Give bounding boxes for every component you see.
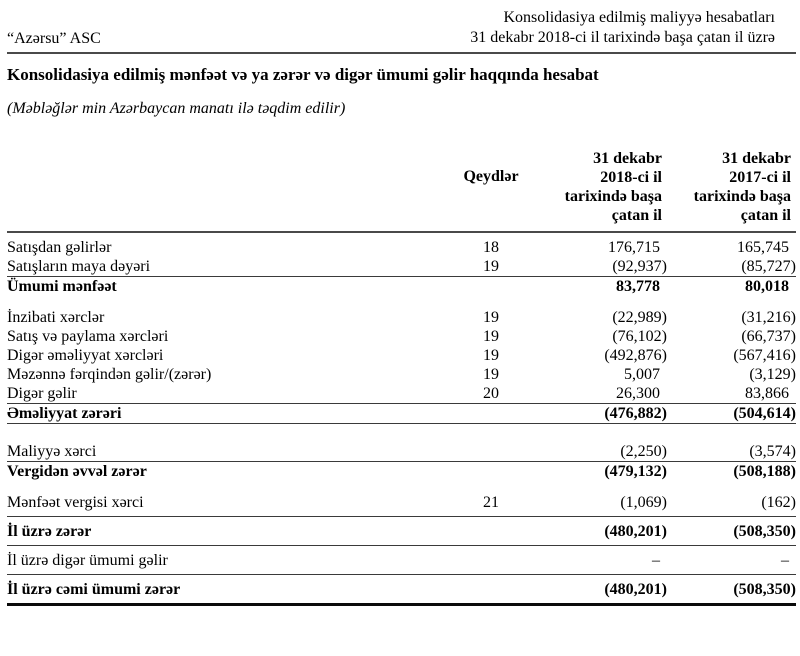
value-2017: (508,350) — [667, 516, 796, 546]
value-2018: (476,882) — [530, 403, 667, 424]
note-ref: 19 — [483, 366, 499, 383]
spacer-row — [7, 296, 796, 308]
value-2017: (567,416) — [733, 347, 796, 364]
row-il-uzre-diger-umumi-gelir: İl üzrə digər ümumi gəlir – – — [7, 545, 796, 575]
note-ref: 19 — [452, 257, 530, 277]
report-type: Konsolidasiya edilmiş maliyyə hesabatlar… — [503, 9, 776, 26]
value-2017: (66,737) — [741, 328, 796, 345]
row-satislarin-maya-deyeri: Satışların maya dəyəri 19 (92,937) (85,7… — [7, 257, 796, 277]
value-2017: (3,129) — [749, 366, 796, 383]
value-2017: (31,216) — [741, 309, 796, 326]
value-2018: 176,715 — [608, 239, 660, 256]
value-2017: (3,574) — [667, 442, 796, 462]
value-2018: 83,778 — [616, 278, 660, 295]
row-label: İl üzrə zərər — [7, 516, 452, 546]
header-row: Qeydlər 31 dekabr 2018-ci il tarixində b… — [7, 149, 796, 233]
row-mezenne-ferqi: Məzənnə fərqindən gəlir/(zərər) 19 5,007… — [7, 365, 796, 384]
row-label: Əməliyyat zərəri — [7, 403, 452, 424]
row-satisdan-gelirler: Satışdan gəlirlər 18 176,715 165,745 — [7, 232, 796, 257]
currency-note: (Məbləğlər min Azərbaycan manatı ilə təq… — [7, 100, 346, 117]
row-label: İl üzrə digər ümumi gəlir — [7, 545, 452, 575]
note-ref — [452, 403, 530, 424]
statement-title: Konsolidasiya edilmiş mənfəət və ya zərə… — [7, 65, 599, 84]
income-statement-table: Qeydlər 31 dekabr 2018-ci il tarixində b… — [7, 149, 796, 606]
value-2017: (508,188) — [733, 463, 796, 480]
value-2018: 5,007 — [624, 366, 660, 383]
col-header-2018: 31 dekabr 2018-ci il tarixində başa çata… — [530, 149, 667, 233]
report-period: 31 dekabr 2018-ci il tarixində başa çata… — [470, 29, 775, 46]
row-diger-gelir: Digər gəlir 20 26,300 83,866 — [7, 384, 796, 404]
row-label: Ümumi mənfəət — [7, 278, 117, 295]
value-2017: (508,350) — [667, 574, 796, 606]
col-header-2017: 31 dekabr 2017-ci il tarixində başa çata… — [667, 149, 796, 233]
row-label: Mənfəət vergisi xərci — [7, 493, 452, 517]
value-2018: 26,300 — [530, 384, 667, 404]
col-header-notes: Qeydlər — [452, 149, 530, 233]
row-label: İl üzrə cəmi ümumi zərər — [7, 574, 452, 606]
table-header: Qeydlər 31 dekabr 2018-ci il tarixində b… — [7, 149, 796, 233]
value-2018: (2,250) — [530, 442, 667, 462]
value-2018: (1,069) — [530, 493, 667, 517]
row-umumi-menfeet: Ümumi mənfəət 83,778 80,018 — [7, 277, 796, 297]
row-label: Maliyyə xərci — [7, 442, 452, 462]
value-2018: (479,132) — [604, 463, 667, 480]
row-il-uzre-cemi-umumi-zerer: İl üzrə cəmi ümumi zərər (480,201) (508,… — [7, 574, 796, 606]
value-2017: 80,018 — [745, 278, 789, 295]
spacer-row — [7, 481, 796, 493]
value-2017: (85,727) — [667, 257, 796, 277]
value-2018: – — [530, 545, 667, 575]
note-ref: 19 — [483, 309, 499, 326]
row-inzibati-xercler: İnzibati xərclər 19 (22,989) (31,216) — [7, 308, 796, 327]
row-il-uzre-zerer: İl üzrə zərər (480,201) (508,350) — [7, 516, 796, 546]
row-label: Digər əməliyyat xərcləri — [7, 347, 164, 364]
note-ref — [452, 574, 530, 606]
row-satis-ve-paylama-xercleri: Satış və paylama xərcləri 19 (76,102) (6… — [7, 327, 796, 346]
note-ref: 21 — [452, 493, 530, 517]
note-ref: 20 — [452, 384, 530, 404]
note-ref — [452, 442, 530, 462]
row-diger-emeliyyat-xercleri: Digər əməliyyat xərcləri 19 (492,876) (5… — [7, 346, 796, 365]
note-ref: 19 — [483, 347, 499, 364]
row-label: Satışların maya dəyəri — [7, 257, 452, 277]
value-2017: 83,866 — [667, 384, 796, 404]
value-2018: (76,102) — [612, 328, 667, 345]
value-2018: (492,876) — [604, 347, 667, 364]
note-ref — [452, 545, 530, 575]
value-2018: (22,989) — [612, 309, 667, 326]
value-2017: 165,745 — [737, 239, 789, 256]
row-maliyye-xerci: Maliyyə xərci (2,250) (3,574) — [7, 442, 796, 462]
note-ref — [452, 277, 530, 297]
row-menfeet-vergisi-xerci: Mənfəət vergisi xərci 21 (1,069) (162) — [7, 493, 796, 517]
value-2017: – — [667, 545, 796, 575]
row-label: Satışdan gəlirlər — [7, 239, 112, 256]
col-header-label — [7, 149, 452, 233]
value-2017: (162) — [667, 493, 796, 517]
spacer-row — [7, 424, 796, 443]
row-label: Digər gəlir — [7, 384, 452, 404]
note-ref — [452, 516, 530, 546]
row-label: Məzənnə fərqindən gəlir/(zərər) — [7, 366, 212, 383]
row-label: İnzibati xərclər — [7, 309, 105, 326]
report-header-right: Konsolidasiya edilmiş maliyyə hesabatlar… — [470, 8, 775, 48]
row-emeliyyat-zereri: Əməliyyat zərəri (476,882) (504,614) — [7, 403, 796, 424]
value-2018: (92,937) — [530, 257, 667, 277]
company-name: “Azərsu” ASC — [7, 30, 101, 47]
note-ref: 19 — [483, 328, 499, 345]
value-2018: (480,201) — [530, 516, 667, 546]
note-ref — [452, 462, 530, 482]
row-vergiden-evvel-zerer: Vergidən əvvəl zərər (479,132) (508,188) — [7, 462, 796, 482]
row-label: Vergidən əvvəl zərər — [7, 463, 147, 480]
note-ref: 18 — [483, 239, 499, 256]
value-2017: (504,614) — [667, 403, 796, 424]
value-2018: (480,201) — [530, 574, 667, 606]
document-header: “Azərsu” ASC Konsolidasiya edilmiş maliy… — [7, 6, 796, 54]
row-label: Satış və paylama xərcləri — [7, 328, 169, 345]
